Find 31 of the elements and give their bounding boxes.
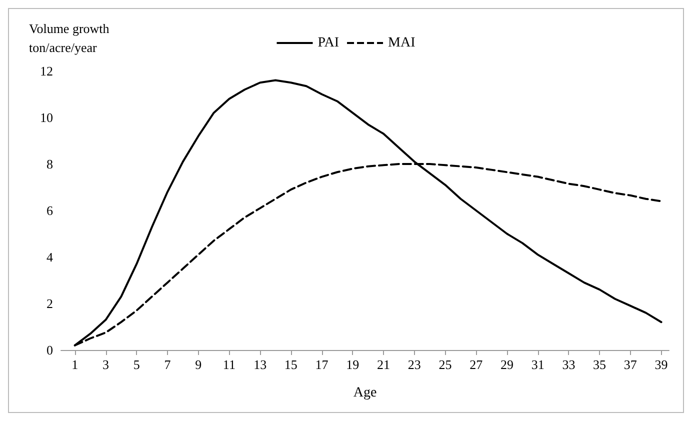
x-tick-label: 29 (500, 357, 514, 372)
y-tick-label: 4 (46, 250, 54, 264)
y-tick-label: 12 (40, 64, 53, 78)
x-tick-label: 35 (593, 357, 606, 372)
x-tick-label: 19 (346, 357, 360, 372)
x-tick-label: 9 (195, 357, 202, 372)
x-tick-label: 21 (377, 357, 390, 372)
y-tick-label: 10 (40, 110, 53, 125)
x-tick-label: 11 (222, 357, 236, 372)
x-tick-label: 3 (102, 357, 109, 372)
x-tick-label: 15 (284, 357, 298, 372)
x-axis-title: Age (353, 386, 377, 400)
y-axis-title: Volume growth ton/acre/year (29, 21, 110, 55)
x-tick-label: 31 (531, 357, 544, 372)
x-tick-label: 33 (562, 357, 576, 372)
x-tick-label: 39 (654, 357, 668, 372)
x-tick-label: 37 (624, 357, 638, 372)
legend-label: MAI (388, 36, 416, 50)
legend-label: PAI (318, 36, 340, 50)
x-tick-label: 7 (164, 357, 172, 372)
y-tick-label: 2 (46, 296, 53, 311)
x-tick-label: 23 (408, 357, 421, 372)
x-tick-label: 1 (72, 357, 78, 372)
x-tick-label: 25 (438, 357, 452, 372)
x-tick-label: 27 (470, 357, 484, 372)
x-tick-label: 13 (254, 357, 267, 372)
y-tick-label: 0 (46, 342, 53, 358)
y-tick-label: 6 (46, 203, 54, 218)
x-tick-label: 17 (315, 357, 329, 372)
x-tick-label: 5 (133, 357, 140, 372)
y-tick-label: 8 (46, 156, 53, 172)
